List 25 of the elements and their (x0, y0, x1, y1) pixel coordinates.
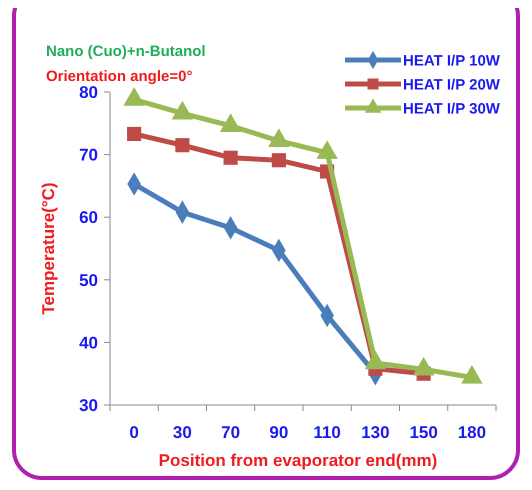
y-tick-label: 50 (79, 270, 98, 290)
x-tick-label: 180 (458, 423, 486, 442)
legend-label: HEAT I/P 20W (403, 76, 501, 94)
y-tick-label: 40 (79, 333, 98, 352)
point (224, 150, 238, 165)
point (272, 153, 286, 168)
x-tick-label: 0 (129, 423, 139, 442)
x-tick-label: 90 (269, 423, 288, 442)
chart-title: Nano (Cuo)+n-Butanol (46, 43, 206, 60)
x-tick-label: 30 (172, 423, 192, 442)
y-tick-label: 70 (79, 146, 98, 165)
legend-label: HEAT I/P 10W (403, 52, 501, 70)
x-tick-label: 130 (361, 423, 390, 442)
x-tick-label: 150 (409, 423, 438, 442)
chart-subtitle: Orientation angle=0° (46, 68, 192, 85)
x-tick-label: 110 (313, 423, 341, 442)
y-axis-title: Temperature(°C) (39, 182, 58, 315)
point (175, 138, 190, 152)
y-tick-label: 30 (79, 396, 98, 415)
y-tick-label: 60 (79, 208, 98, 228)
y-tick-label: 80 (79, 82, 98, 102)
point (127, 126, 142, 142)
x-axis-title: Position from evaporator end(mm) (158, 451, 438, 470)
x-tick-label: 70 (221, 423, 240, 442)
legend-label: HEAT I/P 30W (403, 100, 501, 118)
